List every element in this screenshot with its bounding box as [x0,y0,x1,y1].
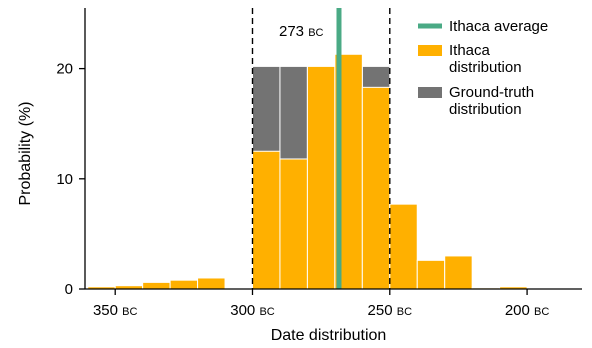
ithaca-bar [197,277,226,290]
ithaca-bar [389,203,418,290]
legend-label: distribution [449,59,522,76]
ithaca-bar [306,65,336,290]
axes [84,8,582,290]
ithaca-bar [444,255,473,290]
legend-entry: Ithaca average [418,18,548,35]
y-tick-label: 0 [65,281,73,298]
ithaca-bar [169,279,199,290]
legend-label: distribution [449,101,522,118]
ithaca-bar [361,86,391,290]
legend-patch-swatch [418,87,442,98]
x-tick-label: 200 BC [505,302,550,319]
x-axis-label: Date distribution [271,327,387,344]
ithaca-bar [279,158,308,290]
ithaca-bar [251,150,281,290]
x-tick-label: 300 BC [230,302,275,319]
legend: Ithaca averageIthacadistributionGround-t… [418,18,548,118]
ithaca-bar [416,259,446,290]
legend-label: Ithaca average [449,18,548,35]
legend-patch-swatch [418,45,442,56]
plot-area [87,8,528,290]
y-axis-ticks: 0 10 20 [56,61,85,298]
x-tick-label: 250 BC [368,302,413,319]
x-axis-ticks: 350 BC 300 BC 250 BC 200 BC [93,289,549,319]
legend-label: Ground-truth [449,84,534,101]
average-annotation: 273 BC [279,23,324,40]
ithaca-bar [142,281,171,290]
x-tick-label: 350 BC [93,302,138,319]
y-axis-label: Probability (%) [17,101,34,205]
legend-label: Ithaca [449,42,491,59]
y-tick-label: 10 [56,171,73,188]
y-tick-label: 20 [56,61,73,78]
